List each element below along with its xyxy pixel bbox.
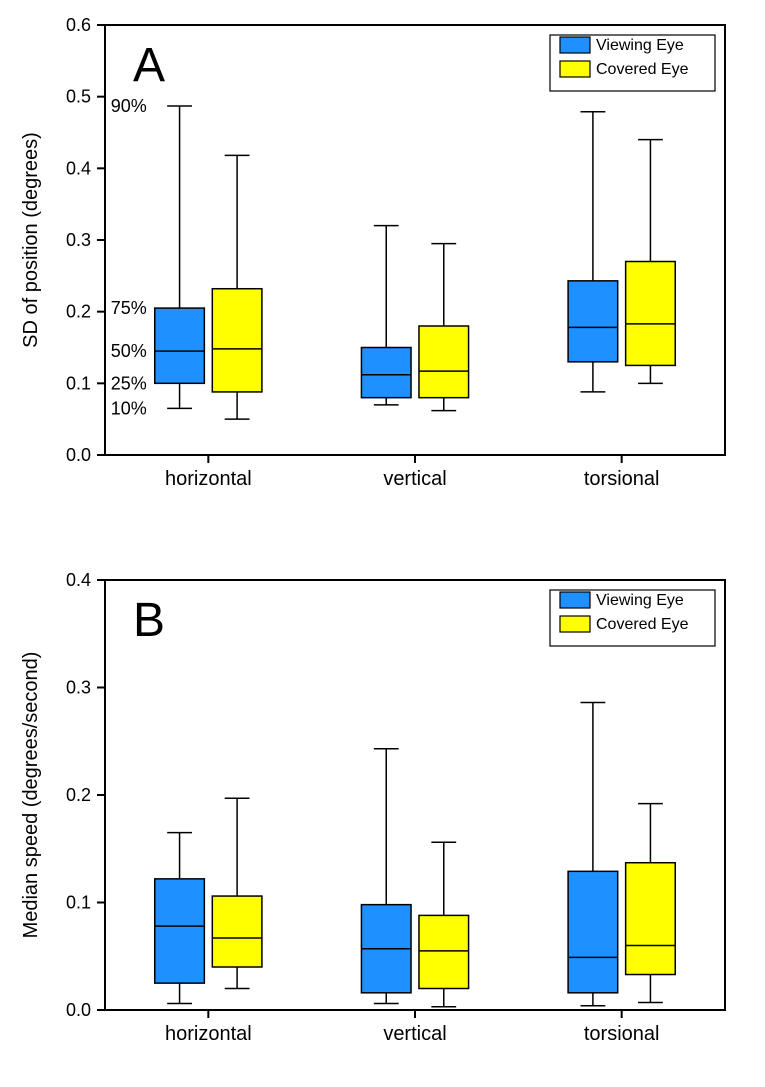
ytick-label: 0.4 <box>66 158 91 178</box>
y-axis-label: Median speed (degrees/second) <box>20 652 42 939</box>
ytick-label: 0.2 <box>66 302 91 322</box>
figure-container: 0.0 0.1 0.2 0.3 0.4 0.5 0.6 SD of position (deg… <box>0 0 765 1087</box>
ytick-label: 0.3 <box>66 230 91 250</box>
percentile-label: 75% <box>111 298 147 318</box>
panel-label: B <box>133 594 165 647</box>
ytick-label: 0.0 <box>66 445 91 465</box>
ytick-label: 0.0 <box>66 1000 91 1020</box>
category-label: horizontal <box>165 468 252 490</box>
box <box>568 281 618 362</box>
box <box>212 289 262 392</box>
box <box>419 326 469 398</box>
panel-label: A <box>133 39 165 92</box>
box <box>361 348 411 398</box>
category-label: vertical <box>383 1023 446 1045</box>
category-label: torsional <box>584 468 660 490</box>
ytick-label: 0.2 <box>66 785 91 805</box>
box <box>626 863 676 975</box>
legend-label: Covered Eye <box>596 616 689 633</box>
box <box>155 308 205 383</box>
legend-swatch <box>560 616 590 632</box>
box <box>419 915 469 988</box>
percentile-label: 10% <box>111 398 147 418</box>
box <box>212 896 262 967</box>
legend-swatch <box>560 37 590 53</box>
box <box>626 262 676 366</box>
y-axis-label: SD of position (degrees) <box>20 132 42 348</box>
percentile-label: 50% <box>111 341 147 361</box>
legend-swatch <box>560 61 590 77</box>
category-label: horizontal <box>165 1023 252 1045</box>
percentile-label: 25% <box>111 373 147 393</box>
legend-swatch <box>560 592 590 608</box>
category-label: torsional <box>584 1023 660 1045</box>
legend-label: Viewing Eye <box>596 592 684 609</box>
boxplot-svg: 0.0 0.1 0.2 0.3 0.4 0.5 0.6 SD of position (deg… <box>0 0 765 1087</box>
percentile-label: 90% <box>111 96 147 116</box>
ytick-label: 0.5 <box>66 87 91 107</box>
ytick-label: 0.3 <box>66 678 91 698</box>
box <box>155 879 205 983</box>
legend-label: Viewing Eye <box>596 37 684 54</box>
legend-label: Covered Eye <box>596 61 689 78</box>
ytick-label: 0.6 <box>66 15 91 35</box>
ytick-label: 0.1 <box>66 893 91 913</box>
ytick-label: 0.1 <box>66 373 91 393</box>
box <box>568 871 618 992</box>
ytick-label: 0.4 <box>66 570 91 590</box>
category-label: vertical <box>383 468 446 490</box>
